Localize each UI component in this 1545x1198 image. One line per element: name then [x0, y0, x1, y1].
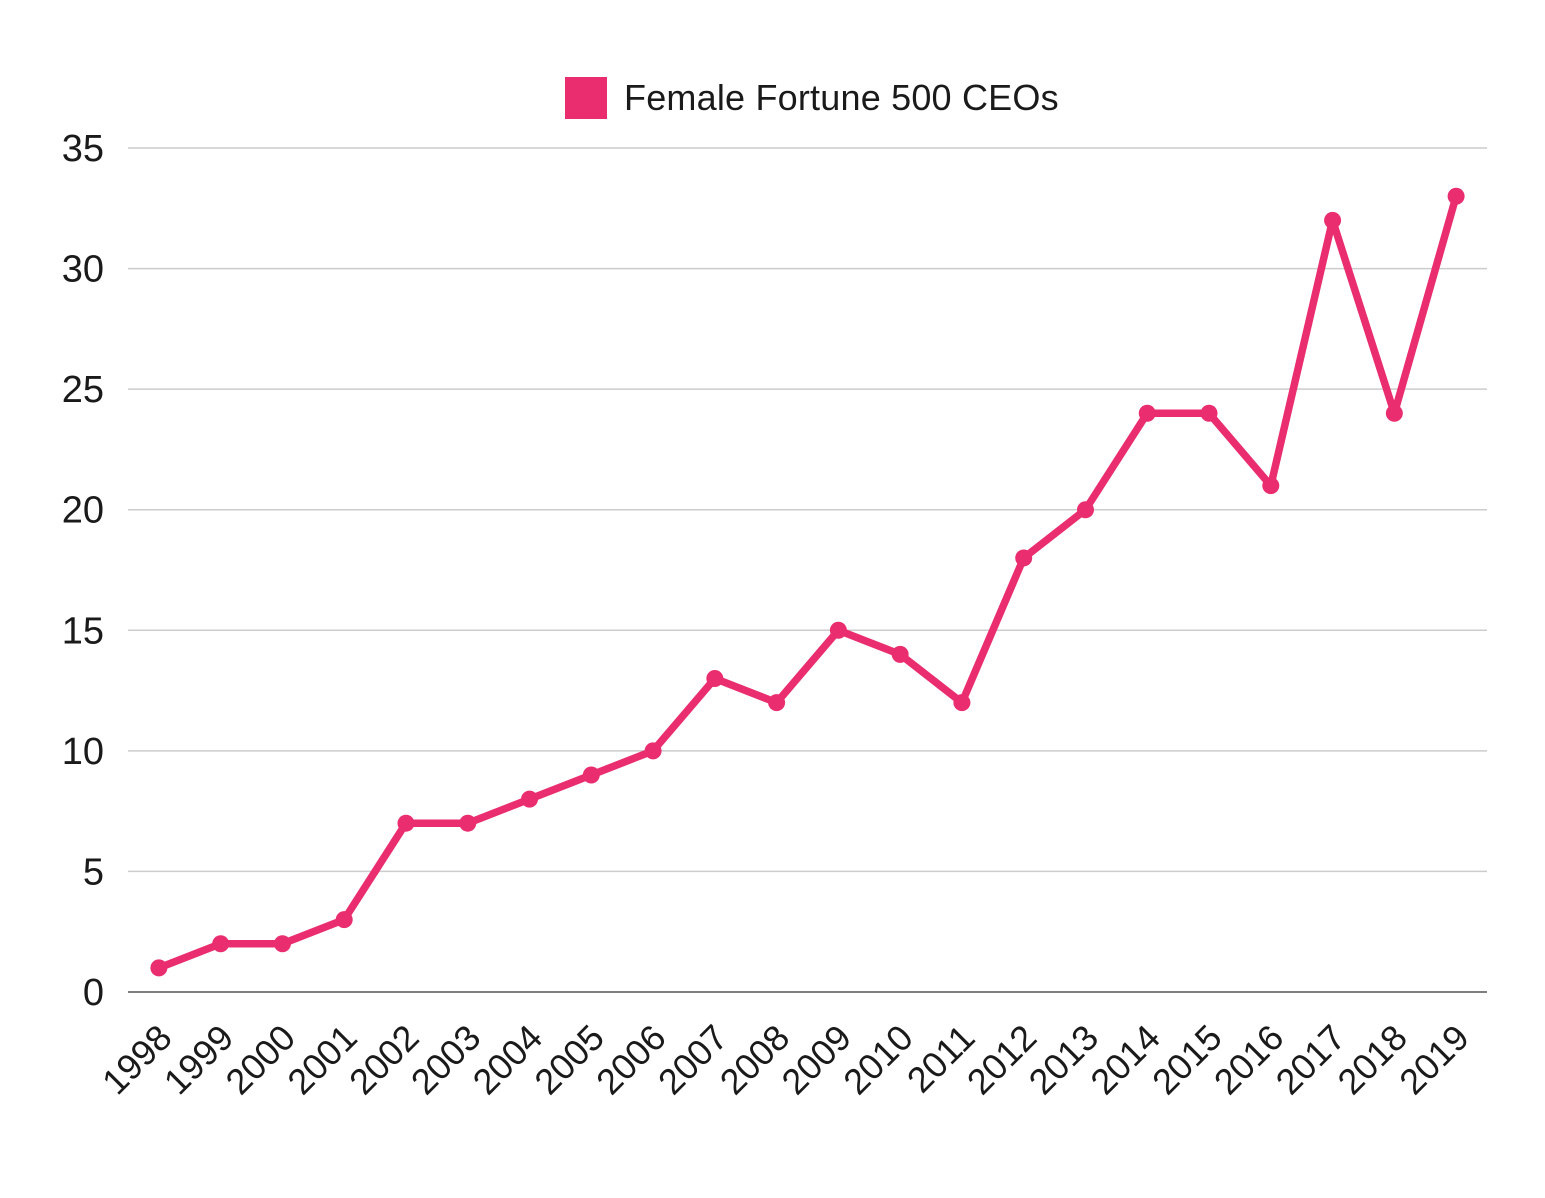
- x-tick-label: 2008: [712, 1017, 798, 1103]
- x-tick-label: 2013: [1021, 1017, 1107, 1103]
- x-tick-label: 2009: [773, 1017, 859, 1103]
- x-tick-label: 2002: [341, 1017, 427, 1103]
- x-tick-label: 2014: [1082, 1017, 1168, 1103]
- y-tick-label: 10: [62, 731, 104, 773]
- legend-label: Female Fortune 500 CEOs: [624, 77, 1059, 118]
- y-tick-label: 25: [62, 369, 104, 411]
- x-tick-label: 2019: [1391, 1017, 1477, 1103]
- y-tick-label: 35: [62, 128, 104, 170]
- x-tick-label: 2004: [465, 1017, 551, 1103]
- y-tick-label: 15: [62, 610, 104, 652]
- data-point: [521, 790, 539, 808]
- data-point: [706, 670, 724, 688]
- x-tick-label: 2011: [899, 1017, 983, 1101]
- data-point: [273, 935, 291, 953]
- x-tick-label: 2006: [588, 1017, 674, 1103]
- x-tick-label: 2005: [526, 1017, 612, 1103]
- data-point: [212, 935, 230, 953]
- legend-swatch: [565, 77, 607, 119]
- y-tick-label: 20: [62, 490, 104, 532]
- y-tick-label: 5: [83, 851, 104, 893]
- x-tick-label: 1999: [156, 1017, 242, 1103]
- data-point: [1324, 211, 1342, 229]
- x-tick-label: 2010: [835, 1017, 921, 1103]
- data-point: [1385, 404, 1403, 422]
- data-point: [953, 694, 971, 712]
- data-point: [1076, 501, 1094, 519]
- x-tick-label: 2007: [650, 1017, 736, 1103]
- y-tick-label: 0: [83, 972, 104, 1014]
- y-tick-label: 30: [62, 249, 104, 291]
- data-point: [397, 814, 415, 832]
- data-point: [768, 694, 786, 712]
- x-tick-label: 2001: [279, 1017, 365, 1103]
- x-tick-label: 2016: [1206, 1017, 1292, 1103]
- series-line: [155, 192, 1460, 972]
- data-point: [1015, 549, 1033, 567]
- x-tick-label: 1998: [94, 1017, 180, 1103]
- data-point: [459, 814, 477, 832]
- x-tick-label: 2017: [1268, 1017, 1354, 1103]
- x-tick-label: 2015: [1144, 1017, 1230, 1103]
- data-point: [1447, 187, 1465, 205]
- legend: Female Fortune 500 CEOs: [565, 77, 1059, 119]
- data-point: [829, 621, 847, 639]
- data-point: [1138, 404, 1156, 422]
- data-point: [150, 959, 168, 977]
- data-point: [1200, 404, 1218, 422]
- x-tick-label: 2003: [403, 1017, 489, 1103]
- x-tick-label: 2018: [1329, 1017, 1415, 1103]
- data-point: [644, 742, 662, 760]
- data-point: [582, 766, 600, 784]
- data-point: [335, 911, 353, 929]
- x-tick-label: 2000: [217, 1017, 303, 1103]
- data-point: [1262, 477, 1280, 495]
- data-point: [891, 645, 909, 663]
- x-tick-label: 2012: [959, 1017, 1045, 1103]
